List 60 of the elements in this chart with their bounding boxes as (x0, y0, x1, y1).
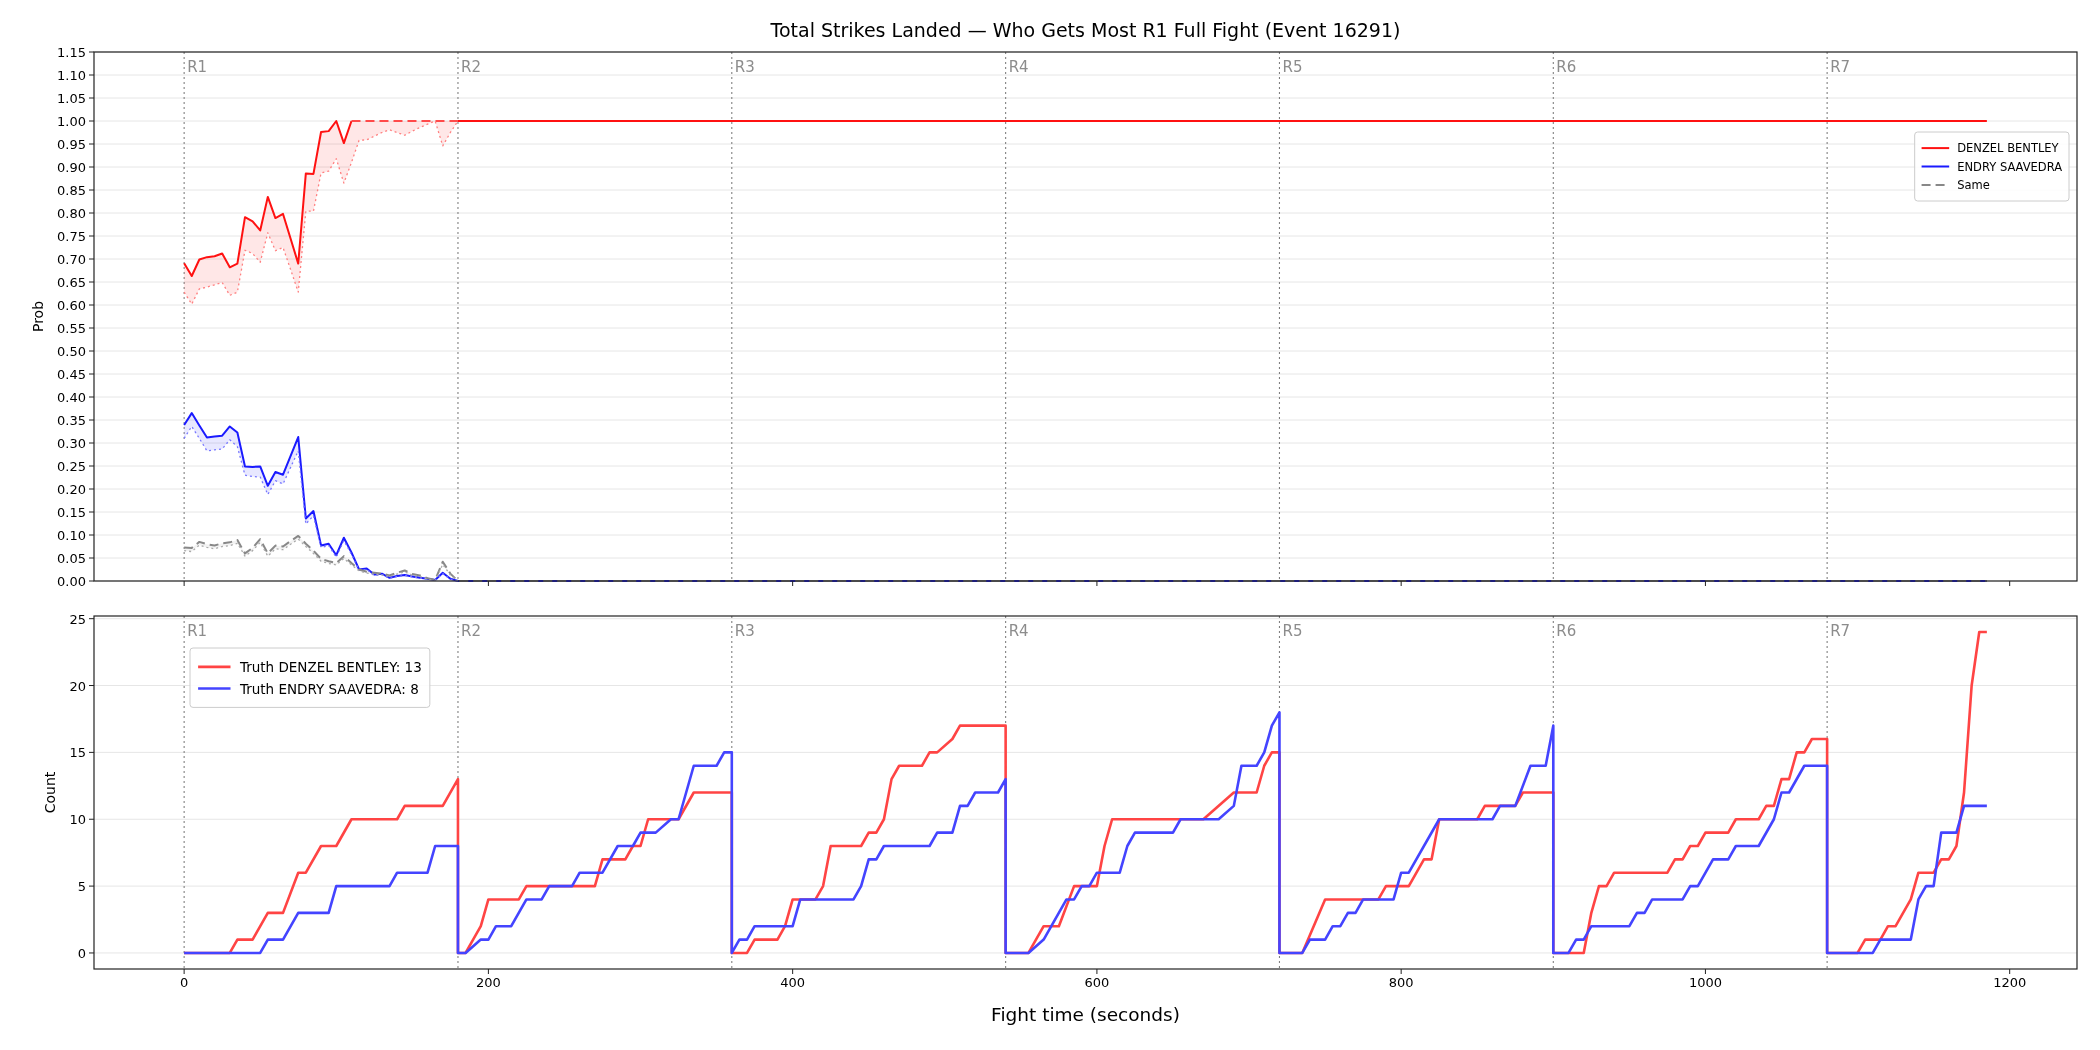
ref-line-label: R6 (1556, 622, 1577, 640)
y-tick-label: 0.20 (57, 481, 86, 497)
y-tick-label: 25 (69, 611, 86, 627)
ref-line-label: R3 (734, 622, 755, 640)
y-tick-label: 0.30 (57, 435, 86, 451)
y-tick-label: 0.25 (57, 458, 86, 474)
x-tick-label: 0 (180, 974, 189, 990)
y-tick-label: 10 (69, 811, 86, 827)
y-axis-title: Prob (30, 300, 47, 333)
y-tick-label: 0.55 (57, 320, 86, 336)
y-tick-label: 0.90 (57, 159, 86, 175)
y-tick-label: 0.15 (57, 504, 86, 520)
ref-line-label: R4 (1008, 58, 1029, 76)
chart-title: Total Strikes Landed — Who Gets Most R1 Full Fight (Event 16291) (769, 19, 1401, 41)
y-tick-label: 0.85 (57, 182, 86, 198)
y-tick-label: 0.35 (57, 412, 86, 428)
y-tick-label: 0.80 (57, 205, 86, 221)
ref-line-label: R5 (1282, 58, 1303, 76)
ref-line-label: R5 (1282, 622, 1303, 640)
y-tick-label: 0.50 (57, 343, 86, 359)
y-tick-label: 0.40 (57, 389, 86, 405)
y-tick-label: 0.95 (57, 136, 86, 152)
x-tick-label: 800 (1388, 974, 1414, 990)
ref-line-label: R1 (187, 622, 208, 640)
y-tick-label: 0.05 (57, 550, 86, 566)
y-tick-label: 1.15 (57, 44, 86, 60)
y-tick-label: 0.65 (57, 274, 86, 290)
y-tick-label: 0.10 (57, 527, 86, 543)
y-tick-label: 15 (69, 744, 86, 760)
y-tick-label: 0 (77, 945, 86, 961)
ref-line-label: R4 (1008, 622, 1029, 640)
legend-label: Same (1957, 177, 1990, 192)
legend-label: ENDRY SAAVEDRA (1957, 159, 2063, 174)
x-tick-label: 400 (780, 974, 806, 990)
ref-line-label: R7 (1830, 58, 1851, 76)
x-axis-title: Fight time (seconds) (991, 1004, 1180, 1025)
ref-line-label: R7 (1830, 622, 1851, 640)
y-tick-label: 0.75 (57, 228, 86, 244)
ref-line-label: R2 (460, 622, 481, 640)
y-tick-label: 0.00 (57, 573, 86, 589)
y-tick-label: 5 (77, 878, 86, 894)
y-tick-label: 0.60 (57, 297, 86, 313)
x-tick-label: 600 (1084, 974, 1110, 990)
y-tick-label: 0.45 (57, 366, 86, 382)
y-tick-label: 0.70 (57, 251, 86, 267)
y-tick-label: 20 (69, 678, 86, 694)
x-tick-label: 1200 (1993, 974, 2027, 990)
ref-line-label: R2 (460, 58, 481, 76)
y-tick-label: 1.05 (57, 90, 86, 106)
y-axis-title: Count (42, 771, 59, 814)
x-tick-label: 200 (475, 974, 501, 990)
legend-label: Truth DENZEL BENTLEY: 13 (238, 658, 422, 675)
y-tick-label: 1.00 (57, 113, 86, 129)
y-tick-label: 1.10 (57, 67, 86, 83)
ref-line-label: R3 (734, 58, 755, 76)
ref-line-label: R1 (187, 58, 208, 76)
legend-label: Truth ENDRY SAAVEDRA: 8 (238, 680, 419, 697)
legend-label: DENZEL BENTLEY (1957, 141, 2060, 156)
x-tick-label: 1000 (1688, 974, 1722, 990)
ref-line-label: R6 (1556, 58, 1577, 76)
